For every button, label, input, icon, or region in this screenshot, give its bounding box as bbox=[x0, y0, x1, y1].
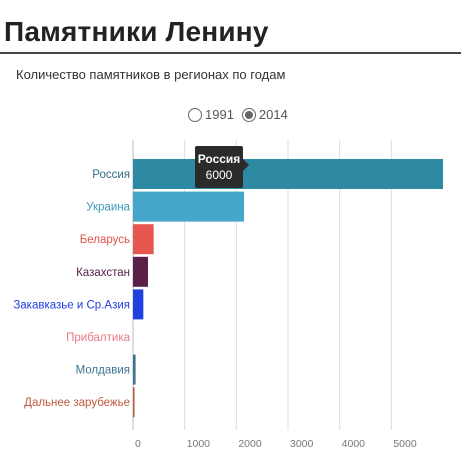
x-tick-label: 4000 bbox=[342, 438, 366, 450]
page-title: Памятники Ленину bbox=[4, 16, 269, 47]
radio-icon-1991[interactable] bbox=[188, 107, 202, 122]
category-label: Казахстан bbox=[76, 267, 130, 279]
year-label-1991: 1991 bbox=[205, 107, 234, 122]
x-tick-label: 1000 bbox=[187, 438, 211, 450]
bar-tooltip: Россия 6000 bbox=[195, 146, 249, 188]
bar-2[interactable] bbox=[133, 224, 154, 255]
radio-icon-2014[interactable] bbox=[241, 107, 256, 122]
year-option-1991[interactable]: 1991 bbox=[188, 107, 234, 122]
category-label: Украина bbox=[86, 202, 130, 214]
x-tick-label: 0 bbox=[135, 438, 141, 450]
category-label: Дальнее зарубежье bbox=[24, 397, 130, 409]
x-tick-label: 2000 bbox=[238, 438, 262, 450]
year-label-2014: 2014 bbox=[258, 107, 288, 122]
category-label: Прибалтика bbox=[66, 332, 130, 344]
title-divider bbox=[0, 52, 461, 54]
category-label: Россия bbox=[92, 169, 130, 181]
x-tick-label: 3000 bbox=[290, 438, 314, 450]
year-option-2014[interactable]: 2014 bbox=[241, 107, 288, 122]
bar-0[interactable] bbox=[133, 159, 443, 189]
bar-4[interactable] bbox=[133, 289, 144, 320]
bar-1[interactable] bbox=[133, 191, 245, 222]
tooltip-value: 6000 bbox=[205, 168, 233, 182]
tooltip-name: Россия bbox=[197, 152, 241, 166]
chart-subtitle: Количество памятников в регионах по года… bbox=[16, 67, 286, 82]
category-label: Закавказье и Ср.Азия bbox=[13, 299, 130, 311]
category-label: Беларусь bbox=[80, 234, 130, 246]
category-label: Молдавия bbox=[76, 365, 130, 377]
bar-3[interactable] bbox=[133, 256, 148, 287]
bar-7[interactable] bbox=[133, 387, 135, 418]
x-tick-label: 5000 bbox=[393, 438, 417, 450]
year-toggle: 1991 2014 bbox=[188, 107, 296, 122]
bar-6[interactable] bbox=[133, 354, 136, 385]
